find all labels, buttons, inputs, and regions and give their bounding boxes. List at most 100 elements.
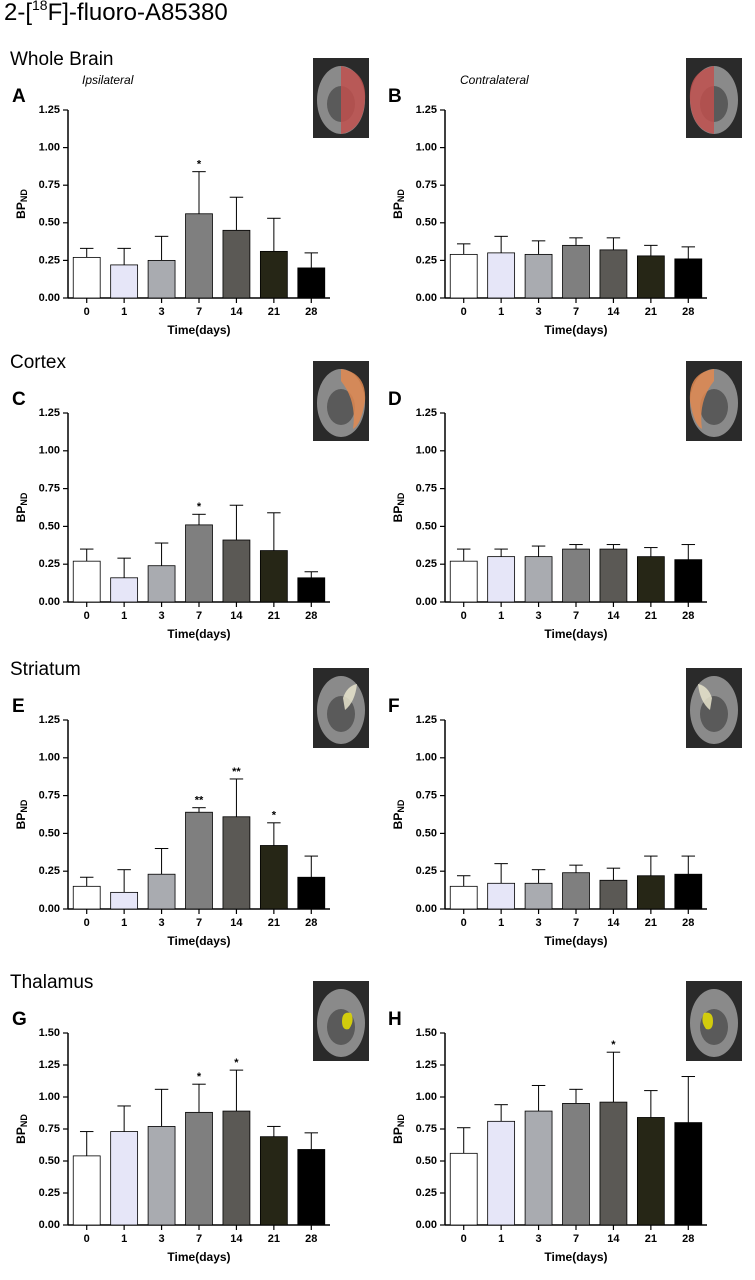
title-part: 2-[ — [4, 0, 32, 26]
bar — [562, 244, 590, 299]
y-axis-label: BPND — [14, 799, 29, 829]
y-axis-label: BPND — [14, 492, 29, 522]
x-tick-label: 3 — [536, 306, 542, 318]
x-axis-label: Time(days) — [544, 323, 607, 337]
x-tick-label: 14 — [607, 610, 620, 622]
bar — [147, 565, 176, 603]
bar — [636, 875, 665, 910]
bar — [636, 1117, 665, 1226]
y-tick-label: 0.00 — [39, 292, 60, 304]
x-tick-label: 3 — [536, 610, 542, 622]
x-tick-label: 0 — [84, 306, 90, 318]
bar — [222, 816, 251, 910]
y-tick-label: 0.50 — [39, 827, 60, 839]
brain-region — [689, 66, 714, 134]
x-tick-label: 0 — [461, 917, 467, 929]
panel-letter: D — [388, 389, 402, 410]
bar — [259, 1136, 288, 1226]
y-tick-label: 0.25 — [39, 1187, 60, 1199]
bar — [147, 873, 176, 910]
bar — [674, 873, 703, 910]
section-label: Cortex — [10, 352, 66, 373]
y-label-main: BP — [391, 202, 405, 219]
bar — [487, 882, 516, 910]
y-tick-label: 0.50 — [416, 1155, 437, 1167]
y-tick-label: 0.75 — [39, 1123, 60, 1135]
y-tick-label: 0.00 — [416, 903, 437, 915]
section-label: Striatum — [10, 659, 81, 680]
x-tick-label: 28 — [305, 610, 317, 622]
x-tick-label: 21 — [645, 917, 657, 929]
y-label-sub: ND — [396, 189, 406, 202]
x-axis-label: Time(days) — [544, 934, 607, 948]
significance-mark: * — [272, 810, 277, 822]
y-label-sub: ND — [19, 189, 29, 202]
brain-region — [343, 684, 357, 710]
bar — [599, 249, 628, 299]
x-tick-label: 21 — [268, 1233, 280, 1245]
y-tick-label: 0.75 — [39, 179, 60, 191]
x-tick-label: 7 — [196, 610, 202, 622]
bar — [297, 1149, 326, 1226]
bar — [524, 1110, 553, 1226]
y-tick-label: 0.75 — [416, 1123, 437, 1135]
figure-title: 2-[18F]-fluoro-A85380 — [4, 0, 228, 26]
x-tick-label: 7 — [573, 1233, 579, 1245]
y-tick-label: 1.25 — [416, 407, 437, 419]
y-tick-label: 0.75 — [416, 483, 437, 495]
bar — [487, 556, 516, 603]
x-tick-label: 14 — [230, 917, 243, 929]
y-tick-label: 1.00 — [416, 1091, 437, 1103]
x-tick-label: 0 — [84, 917, 90, 929]
significance-mark: * — [197, 1071, 202, 1083]
x-tick-label: 14 — [230, 306, 243, 318]
y-tick-label: 1.25 — [416, 714, 437, 726]
panel-letter: F — [388, 696, 400, 717]
bar — [72, 1155, 101, 1226]
y-tick-label: 1.25 — [39, 407, 60, 419]
x-tick-label: 14 — [607, 306, 620, 318]
bar — [222, 1110, 251, 1226]
y-label-main: BP — [391, 1127, 405, 1144]
bar — [259, 250, 288, 299]
bar — [110, 891, 139, 910]
y-tick-label: 0.50 — [416, 827, 437, 839]
bar — [636, 556, 665, 603]
side-label: Ipsilateral — [82, 73, 134, 87]
y-tick-label: 0.50 — [39, 217, 60, 229]
x-tick-label: 0 — [461, 306, 467, 318]
panel-letter: H — [388, 1009, 402, 1030]
x-axis-label: Time(days) — [167, 1250, 230, 1264]
bar — [599, 548, 628, 603]
significance-mark: * — [197, 501, 202, 513]
y-tick-label: 0.25 — [39, 254, 60, 266]
x-tick-label: 28 — [682, 1233, 694, 1245]
significance-mark: * — [611, 1039, 616, 1051]
x-tick-label: 3 — [159, 917, 165, 929]
bar — [147, 259, 176, 299]
x-axis-label: Time(days) — [167, 323, 230, 337]
y-tick-label: 1.25 — [39, 1059, 60, 1071]
x-tick-label: 21 — [645, 610, 657, 622]
x-tick-label: 7 — [573, 610, 579, 622]
x-tick-label: 28 — [682, 610, 694, 622]
panel-letter: G — [12, 1009, 27, 1030]
y-tick-label: 0.75 — [39, 790, 60, 802]
x-tick-label: 28 — [682, 306, 694, 318]
x-axis-label: Time(days) — [544, 627, 607, 641]
bar — [562, 548, 590, 603]
bar — [562, 872, 590, 910]
x-tick-label: 3 — [159, 610, 165, 622]
y-tick-label: 0.75 — [39, 483, 60, 495]
bar — [449, 885, 478, 910]
x-tick-label: 1 — [121, 1233, 127, 1245]
panel-letter: E — [12, 696, 25, 717]
y-tick-label: 1.25 — [416, 104, 437, 116]
x-axis-label: Time(days) — [544, 1250, 607, 1264]
y-tick-label: 0.25 — [416, 1187, 437, 1199]
x-tick-label: 7 — [573, 306, 579, 318]
y-tick-label: 1.50 — [39, 1027, 60, 1039]
bar — [222, 229, 251, 299]
x-tick-label: 7 — [573, 917, 579, 929]
